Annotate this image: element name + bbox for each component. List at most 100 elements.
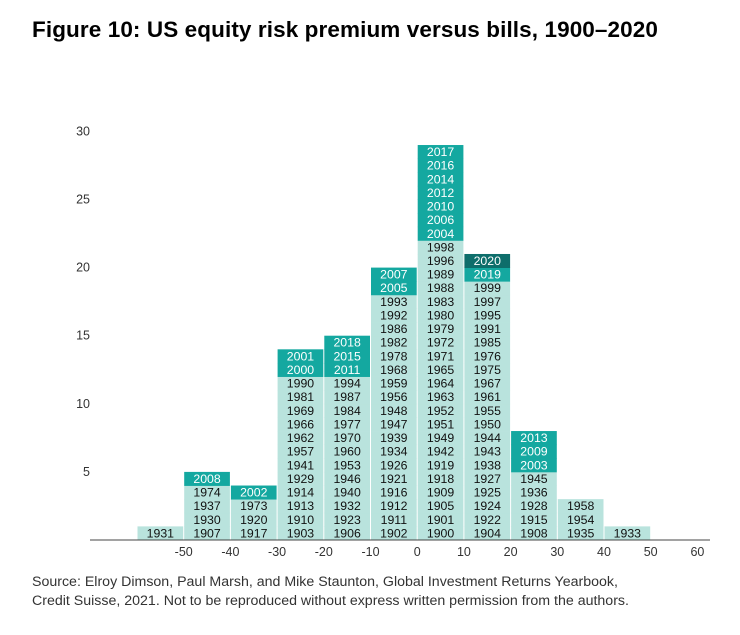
year-cell	[371, 335, 417, 350]
year-label: 1950	[474, 417, 502, 431]
histogram-bin: 1933	[604, 526, 651, 541]
year-label: 1922	[474, 513, 502, 527]
x-tick-label: -20	[315, 545, 333, 559]
year-cell	[184, 499, 230, 514]
year-label: 1936	[520, 486, 548, 500]
histogram-bin: 1931	[137, 526, 184, 541]
year-cell	[417, 390, 464, 405]
year-cell	[324, 526, 370, 541]
year-cell	[417, 199, 464, 214]
y-tick-label: 20	[76, 261, 90, 275]
year-label: 1904	[474, 526, 502, 540]
year-cell	[417, 512, 464, 527]
year-cell	[464, 444, 511, 459]
x-tick-label: -50	[175, 545, 193, 559]
year-label: 1911	[381, 513, 408, 527]
year-label: 1988	[427, 281, 455, 295]
year-cell	[277, 458, 324, 473]
year-label: 1914	[287, 486, 315, 500]
year-cell	[557, 526, 604, 541]
year-cell	[371, 417, 417, 432]
x-tick-label: -30	[268, 545, 286, 559]
year-label: 1912	[380, 499, 408, 513]
year-cell	[417, 485, 464, 500]
histogram-bin: 1906192319321940194619531960197019771984…	[324, 335, 370, 541]
year-label: 2006	[427, 213, 455, 227]
year-label: 1906	[333, 526, 361, 540]
y-tick-label: 25	[76, 193, 90, 207]
year-label: 1974	[193, 486, 221, 500]
year-cell	[464, 253, 511, 268]
year-label: 2005	[380, 281, 408, 295]
year-cell	[371, 512, 417, 527]
y-tick-label: 15	[76, 329, 90, 343]
year-label: 1982	[380, 336, 408, 350]
year-label: 1928	[520, 499, 548, 513]
year-cell	[277, 485, 324, 500]
year-cell	[511, 485, 557, 500]
year-label: 1946	[333, 472, 361, 486]
year-cell	[371, 322, 417, 337]
year-label: 1971	[427, 349, 455, 363]
year-cell	[230, 512, 277, 527]
year-label: 2013	[520, 431, 548, 445]
year-cell	[371, 471, 417, 486]
year-label: 1962	[287, 431, 315, 445]
year-label: 1923	[333, 513, 361, 527]
year-label: 1901	[427, 513, 455, 527]
year-cell	[417, 145, 464, 160]
histogram-bin: 1902191119121916192119261934193919471948…	[371, 267, 417, 541]
year-label: 1934	[380, 445, 408, 459]
year-label: 1975	[474, 363, 502, 377]
year-label: 1931	[147, 526, 175, 540]
year-label: 2001	[287, 349, 315, 363]
year-label: 1969	[287, 404, 315, 418]
year-label: 1947	[380, 417, 408, 431]
year-cell	[464, 362, 511, 377]
year-cell	[417, 308, 464, 323]
year-cell	[277, 526, 324, 541]
year-label: 1925	[474, 486, 502, 500]
year-cell	[230, 526, 277, 541]
year-cell	[511, 512, 557, 527]
year-label: 2010	[427, 200, 455, 214]
year-label: 1966	[287, 417, 315, 431]
year-label: 1991	[474, 322, 502, 336]
year-cell	[184, 526, 230, 541]
year-cell	[324, 376, 370, 391]
year-label: 2019	[474, 268, 502, 282]
year-label: 2008	[193, 472, 221, 486]
year-label: 2016	[427, 159, 455, 173]
year-label: 2009	[520, 445, 548, 459]
year-label: 2012	[427, 186, 455, 200]
year-label: 1917	[240, 526, 268, 540]
year-cell	[324, 335, 370, 350]
year-label: 1965	[427, 363, 455, 377]
year-label: 1980	[427, 308, 455, 322]
year-cell	[324, 444, 370, 459]
year-cell	[464, 294, 511, 309]
year-cell	[464, 431, 511, 446]
histogram-bin: 1904192219241925192719381943194419501955…	[464, 253, 511, 541]
year-cell	[464, 526, 511, 541]
year-label: 1902	[380, 526, 408, 540]
year-label: 1977	[333, 417, 361, 431]
year-label: 1942	[427, 445, 455, 459]
year-cell	[464, 322, 511, 337]
year-cell	[417, 267, 464, 282]
year-label: 1985	[474, 336, 502, 350]
year-label: 1941	[287, 458, 315, 472]
year-label: 1963	[427, 390, 455, 404]
year-cell	[464, 499, 511, 514]
x-tick-label: 10	[457, 545, 471, 559]
chart-title: Figure 10: US equity risk premium versus…	[32, 17, 658, 42]
year-cell	[371, 431, 417, 446]
year-cell	[371, 267, 417, 282]
year-cell	[371, 294, 417, 309]
year-cell	[511, 471, 557, 486]
year-cell	[511, 499, 557, 514]
year-label: 1910	[287, 513, 315, 527]
year-label: 1924	[474, 499, 502, 513]
year-label: 1979	[427, 322, 455, 336]
